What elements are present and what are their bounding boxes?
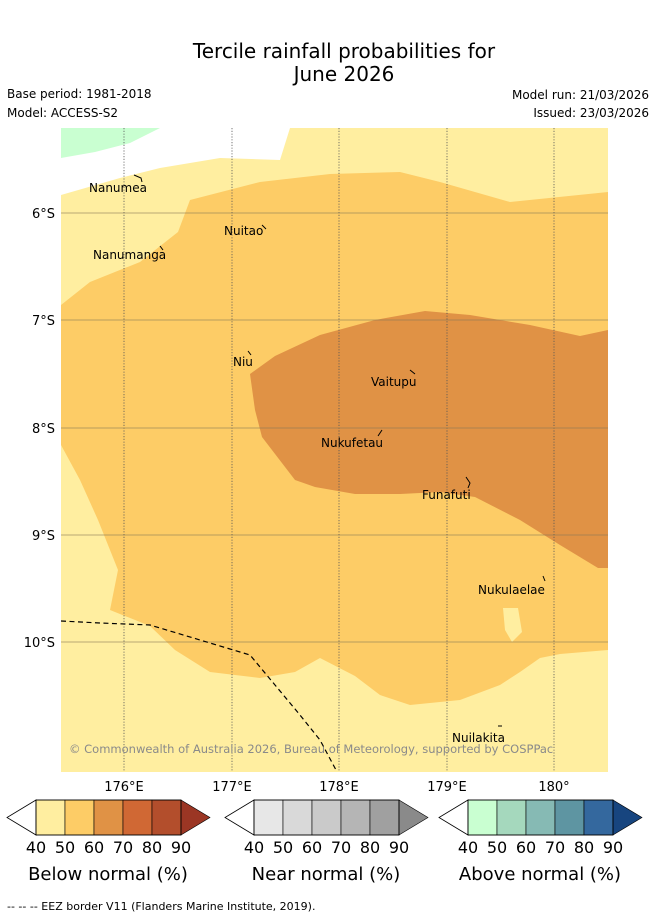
title-line-1: Tercile rainfall probabilities for bbox=[192, 39, 496, 63]
lat-tick-6s: 6°S bbox=[32, 207, 55, 222]
graticule bbox=[123, 128, 555, 772]
near-swatch-70 bbox=[340, 799, 371, 836]
below-tick-90: 90 bbox=[171, 838, 191, 857]
label-nuitao: Nuitao bbox=[224, 224, 263, 238]
lon-tick-180: 180° bbox=[538, 780, 569, 795]
island-nukufetau bbox=[377, 429, 383, 437]
legend-above-normal: 40 50 60 70 80 90 Above normal (%) bbox=[438, 799, 643, 885]
above-tick-80: 80 bbox=[574, 838, 594, 857]
near-swatch-40 bbox=[253, 799, 284, 836]
below-swatch-50 bbox=[64, 799, 95, 836]
eez-footnote: -- -- -- EEZ border V11 (Flanders Marine… bbox=[7, 900, 316, 913]
below-swatch-80 bbox=[151, 799, 182, 836]
lon-tick-177e: 177°E bbox=[212, 780, 252, 795]
label-nanumea: Nanumea bbox=[89, 181, 147, 195]
above-swatch-60 bbox=[525, 799, 556, 836]
label-nukulaelae: Nukulaelae bbox=[478, 583, 545, 597]
probability-fill: Nanumea Nuitao Nanumanga Niu Vaitupu Nuk… bbox=[61, 128, 608, 772]
above-extend-high bbox=[612, 799, 643, 836]
above-swatch-50 bbox=[496, 799, 527, 836]
island-nanumanga bbox=[159, 245, 164, 251]
island-nukulaelae bbox=[542, 575, 546, 582]
island-niu bbox=[247, 350, 252, 356]
near-extend-high bbox=[398, 799, 429, 836]
label-vaitupu: Vaitupu bbox=[371, 375, 417, 389]
map-title: Tercile rainfall probabilities for June … bbox=[0, 40, 655, 86]
label-nanumanga: Nanumanga bbox=[93, 248, 166, 262]
below-tick-40: 40 bbox=[26, 838, 46, 857]
island-nuitao bbox=[261, 224, 267, 230]
lon-tick-179e: 179°E bbox=[427, 780, 467, 795]
above-frame bbox=[467, 799, 614, 836]
below-tick-70: 70 bbox=[113, 838, 133, 857]
below-tick-50: 50 bbox=[55, 838, 75, 857]
below-extend-low bbox=[6, 799, 37, 836]
model-run: Model run: 21/03/2026 bbox=[511, 88, 649, 102]
island-funafuti bbox=[465, 476, 471, 489]
near-swatch-80 bbox=[369, 799, 400, 836]
title-line-2: June 2026 bbox=[293, 62, 395, 86]
island-vaitupu bbox=[409, 369, 416, 375]
band-above-40 bbox=[61, 128, 160, 158]
lat-tick-7s: 7°S bbox=[32, 314, 55, 329]
near-tick-90: 90 bbox=[389, 838, 409, 857]
band-below-40-patch bbox=[503, 608, 522, 642]
above-tick-70: 70 bbox=[545, 838, 565, 857]
label-niu: Niu bbox=[233, 355, 253, 369]
eez-border bbox=[61, 620, 337, 771]
near-caption: Near normal (%) bbox=[252, 864, 401, 885]
near-frame bbox=[253, 799, 400, 836]
near-tick-50: 50 bbox=[273, 838, 293, 857]
above-swatch-80 bbox=[583, 799, 614, 836]
near-tick-40: 40 bbox=[244, 838, 264, 857]
lat-tick-9s: 9°S bbox=[32, 529, 55, 544]
below-swatch-70 bbox=[122, 799, 153, 836]
below-frame bbox=[35, 799, 182, 836]
above-extend-low bbox=[438, 799, 469, 836]
below-tick-60: 60 bbox=[84, 838, 104, 857]
base-period: Base period: 1981-2018 bbox=[7, 87, 152, 101]
above-swatch-70 bbox=[554, 799, 585, 836]
above-tick-90: 90 bbox=[603, 838, 623, 857]
below-caption: Below normal (%) bbox=[28, 864, 188, 885]
near-swatch-50 bbox=[282, 799, 313, 836]
band-below-60 bbox=[250, 311, 608, 568]
near-extend-low bbox=[224, 799, 255, 836]
parallels bbox=[61, 212, 608, 643]
island-nanumea bbox=[133, 174, 143, 183]
label-nuilakita: Nuilakita bbox=[452, 731, 505, 745]
near-swatch-60 bbox=[311, 799, 342, 836]
above-tick-50: 50 bbox=[487, 838, 507, 857]
lon-tick-176e: 176°E bbox=[104, 780, 144, 795]
near-tick-70: 70 bbox=[331, 838, 351, 857]
legend-near-normal: 40 50 60 70 80 90 Near normal (%) bbox=[224, 799, 429, 885]
islands bbox=[133, 174, 546, 727]
lat-tick-8s: 8°S bbox=[32, 422, 55, 437]
lat-tick-10s: 10°S bbox=[24, 636, 55, 651]
above-tick-60: 60 bbox=[516, 838, 536, 857]
label-funafuti: Funafuti bbox=[422, 488, 471, 502]
below-extend-high bbox=[180, 799, 211, 836]
above-swatch-40 bbox=[467, 799, 498, 836]
legend-below-normal: 40 50 60 70 80 90 Below normal (%) bbox=[6, 799, 211, 885]
above-caption: Above normal (%) bbox=[459, 864, 621, 885]
near-tick-60: 60 bbox=[302, 838, 322, 857]
label-nukufetau: Nukufetau bbox=[321, 436, 383, 450]
model-name: Model: ACCESS-S2 bbox=[7, 106, 119, 120]
near-tick-80: 80 bbox=[360, 838, 380, 857]
lon-tick-178e: 178°E bbox=[319, 780, 359, 795]
below-swatch-60 bbox=[93, 799, 124, 836]
copyright-notice: © Commonwealth of Australia 2026, Bureau… bbox=[69, 742, 553, 756]
below-tick-80: 80 bbox=[142, 838, 162, 857]
issued-date: Issued: 23/03/2026 bbox=[533, 106, 649, 120]
above-tick-40: 40 bbox=[458, 838, 478, 857]
below-swatch-40 bbox=[35, 799, 66, 836]
